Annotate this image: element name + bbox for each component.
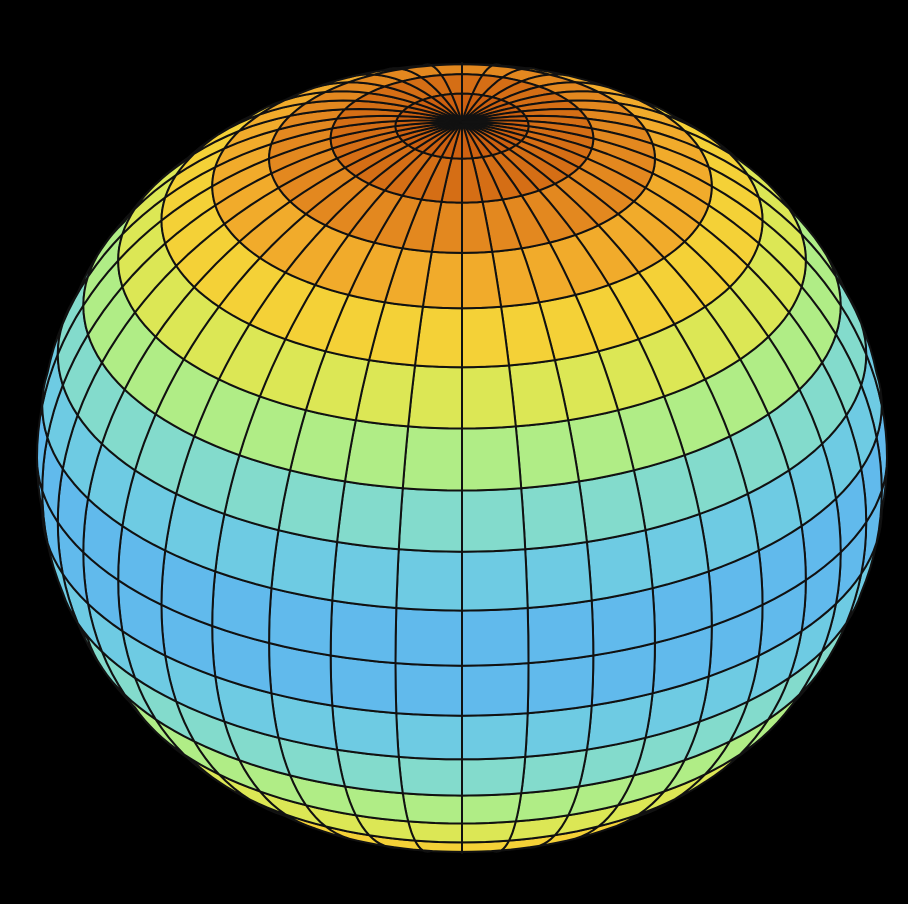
surface-face	[336, 480, 404, 551]
surface-face	[526, 654, 595, 715]
surface-face	[461, 119, 530, 128]
surface-face	[461, 712, 529, 761]
surface-face	[394, 662, 463, 717]
surface-face	[401, 425, 463, 492]
surface-face	[461, 425, 523, 492]
surface-face	[401, 792, 463, 825]
surface-face	[394, 607, 463, 667]
surface-face	[395, 712, 463, 761]
surface-face	[461, 607, 530, 667]
surface-face	[395, 548, 463, 612]
surface-face	[461, 548, 529, 612]
surface-face	[331, 541, 400, 609]
surface-face	[524, 541, 593, 609]
surface-face	[461, 305, 510, 369]
surface-face	[578, 469, 647, 543]
surface-face	[461, 364, 517, 430]
surface-face	[526, 599, 595, 665]
surface-face	[397, 487, 463, 553]
surface-face	[461, 662, 530, 717]
surface-face	[461, 487, 527, 553]
surface-face	[407, 820, 463, 844]
surface-face	[520, 480, 588, 551]
surface-face	[397, 755, 463, 797]
surface-face	[461, 820, 517, 844]
surface-face	[329, 654, 398, 715]
surface-face	[514, 419, 580, 490]
surface-face	[329, 599, 398, 665]
surface-face	[461, 792, 523, 825]
surface-face	[407, 364, 463, 430]
surface-face	[461, 755, 527, 797]
